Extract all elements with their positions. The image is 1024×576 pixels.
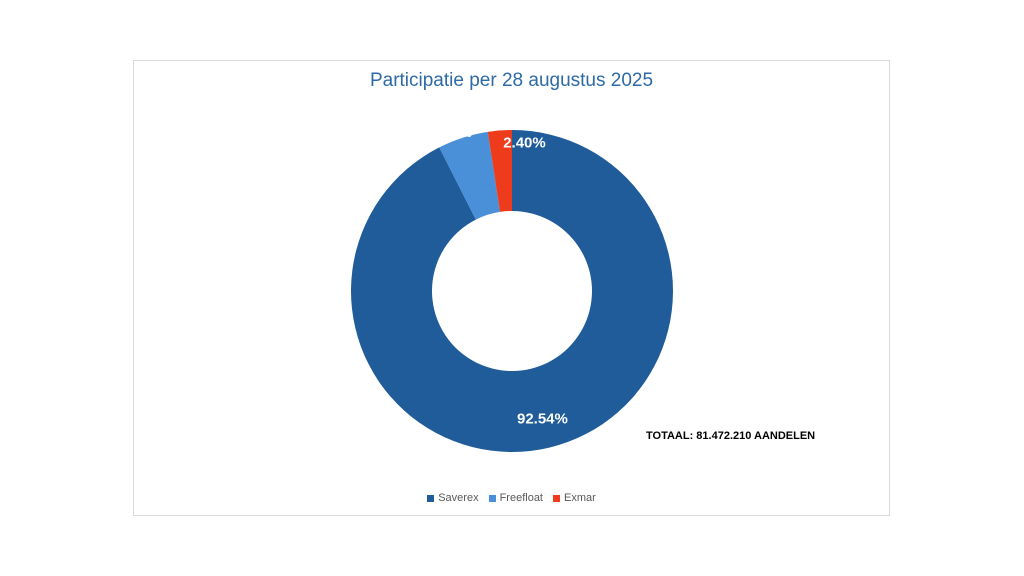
chart-legend: Saverex Freefloat Exmar [134,492,889,504]
slice-freefloat [439,131,500,220]
slice-exmar [487,130,512,212]
slice-saverex [350,130,673,452]
legend-swatch [427,494,435,502]
chart-title: Participatie per 28 augustus 2025 [369,70,654,91]
legend-swatch [488,494,496,502]
legend-item-freefloat: Freefloat [488,492,543,504]
legend-swatch [553,494,560,502]
legend-label: Exmar [564,492,596,504]
legend-item-exmar: Exmar [553,492,596,504]
data-label-saverex: 92.54% [517,410,568,427]
legend-item-saverex: Saverex [427,492,479,504]
total-shares-note: TOTAAL: 81.472.210 AANDELEN [646,430,816,442]
donut-chart: 92.54% 5.06% 2.40% [350,124,673,452]
data-label-freefloat: 5.06% [430,124,473,141]
legend-label: Saverex [438,492,479,504]
data-label-exmar: 2.40% [503,135,546,152]
legend-label: Freefloat [499,492,543,504]
chart-frame: Participatie per 28 augustus 2025 92.54%… [133,60,890,516]
